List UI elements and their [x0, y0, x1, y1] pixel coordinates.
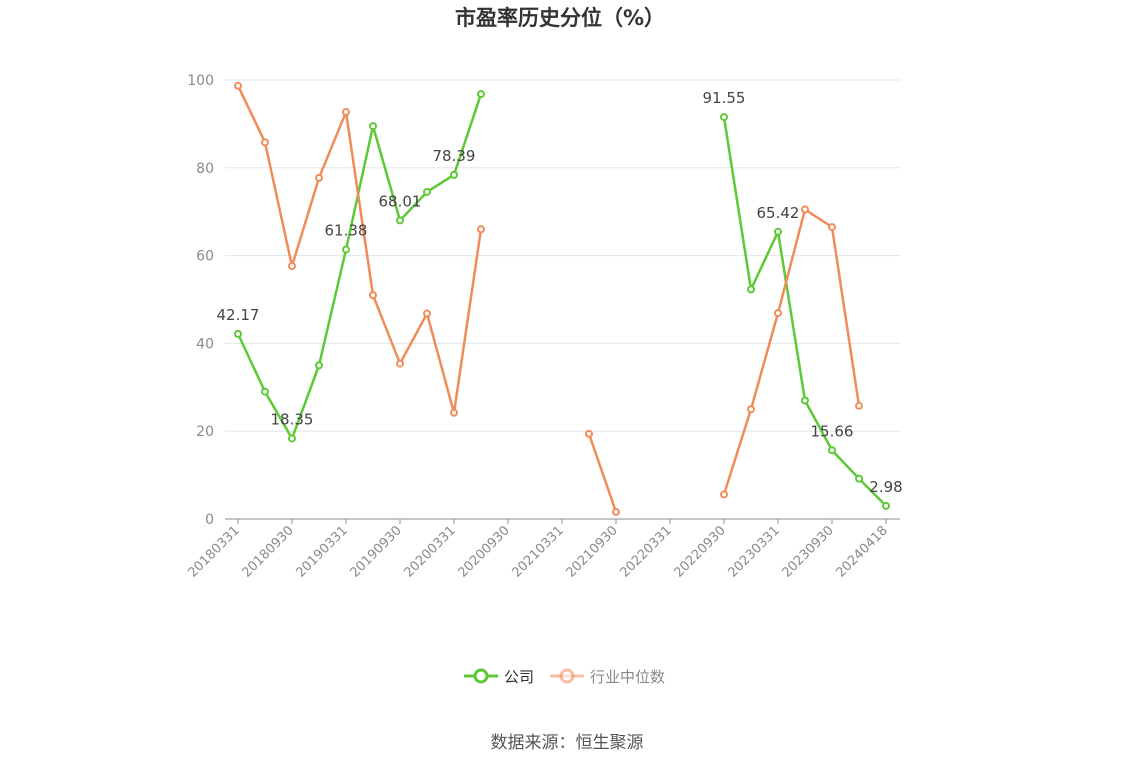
data-point-1: [855, 401, 863, 410]
data-label: 15.66: [811, 422, 854, 440]
data-point-0: [369, 122, 377, 131]
data-point-0: [855, 474, 863, 483]
x-tick-label: 20210930: [563, 523, 620, 580]
data-point-1: [720, 490, 728, 499]
data-point-1: [585, 429, 593, 438]
data-point-0: [720, 113, 728, 122]
data-point-0: [234, 329, 242, 338]
series-lines: [234, 81, 890, 516]
data-label: 65.42: [757, 204, 800, 222]
x-tick-label: 20190331: [293, 523, 350, 580]
data-label: 18.35: [271, 410, 314, 428]
series-line-0: [236, 93, 483, 440]
data-point-1: [612, 507, 620, 516]
data-point-0: [342, 245, 350, 254]
data-point-0: [828, 446, 836, 455]
data-labels: 42.17 18.35 61.38 68.01 78.39 91.55 65.42 15.66…: [217, 89, 903, 496]
data-point-0: [747, 285, 755, 294]
legend: 公司 行业中位数: [464, 668, 665, 686]
data-point-1: [234, 81, 242, 90]
x-tick-label: 20180331: [185, 523, 242, 580]
data-point-1: [450, 408, 458, 417]
data-point-1: [774, 309, 782, 318]
x-tick-label: 20240418: [833, 523, 890, 580]
y-tick-label: 100: [187, 73, 214, 89]
series-line-1: [587, 433, 618, 513]
data-label: 78.39: [433, 147, 476, 165]
series-line-0: [722, 116, 887, 507]
data-point-1: [396, 359, 404, 368]
data-point-1: [828, 223, 836, 232]
x-tick-label: 20190930: [347, 523, 404, 580]
data-label: 2.98: [869, 478, 902, 496]
data-point-1: [801, 205, 809, 214]
legend-label: 行业中位数: [590, 668, 665, 686]
legend-label: 公司: [504, 668, 534, 686]
y-tick-label: 0: [205, 512, 214, 528]
y-tick-label: 60: [196, 249, 214, 265]
data-label: 42.17: [217, 306, 260, 324]
data-point-1: [261, 138, 269, 147]
data-point-1: [315, 173, 323, 182]
data-point-0: [315, 361, 323, 370]
data-point-0: [882, 501, 890, 510]
y-tick-label: 20: [196, 424, 214, 440]
y-tick-label: 40: [196, 336, 214, 352]
source-note: 数据来源：恒生聚源: [491, 733, 644, 753]
x-tick-label: 20230331: [725, 523, 782, 580]
data-point-0: [288, 434, 296, 443]
x-tick-label: 20200331: [401, 523, 458, 580]
x-tick-label: 20180930: [239, 523, 296, 580]
grid-lines: [225, 79, 900, 432]
data-point-0: [477, 90, 485, 99]
legend-swatch-marker: [559, 668, 575, 684]
data-point-0: [396, 216, 404, 225]
data-point-0: [423, 187, 431, 196]
x-tick-label: 20220930: [671, 523, 728, 580]
data-point-0: [801, 396, 809, 405]
x-tick-label: 20230930: [779, 523, 836, 580]
x-axis: 2018033120180930201903312019093020200331…: [185, 518, 900, 581]
series-line-1: [236, 85, 483, 415]
data-point-0: [261, 387, 269, 396]
x-tick-label: 20200930: [455, 523, 512, 580]
data-point-0: [774, 227, 782, 236]
data-point-1: [477, 225, 485, 234]
x-tick-label: 20220331: [617, 523, 674, 580]
data-point-1: [288, 262, 296, 271]
data-label: 68.01: [379, 192, 422, 210]
x-tick-label: 20210331: [509, 523, 566, 580]
data-point-1: [342, 108, 350, 117]
series-line-1: [722, 208, 861, 495]
chart-title: 市盈率历史分位（%）: [455, 6, 665, 30]
data-label: 61.38: [325, 222, 368, 240]
data-point-0: [450, 170, 458, 179]
data-point-1: [369, 291, 377, 300]
data-label: 91.55: [703, 89, 746, 107]
data-point-1: [423, 309, 431, 318]
y-tick-label: 80: [196, 161, 214, 177]
data-point-1: [747, 405, 755, 414]
y-axis-ticks: 0 20 40 60 80 100: [187, 73, 214, 528]
legend-swatch-marker: [473, 668, 489, 684]
